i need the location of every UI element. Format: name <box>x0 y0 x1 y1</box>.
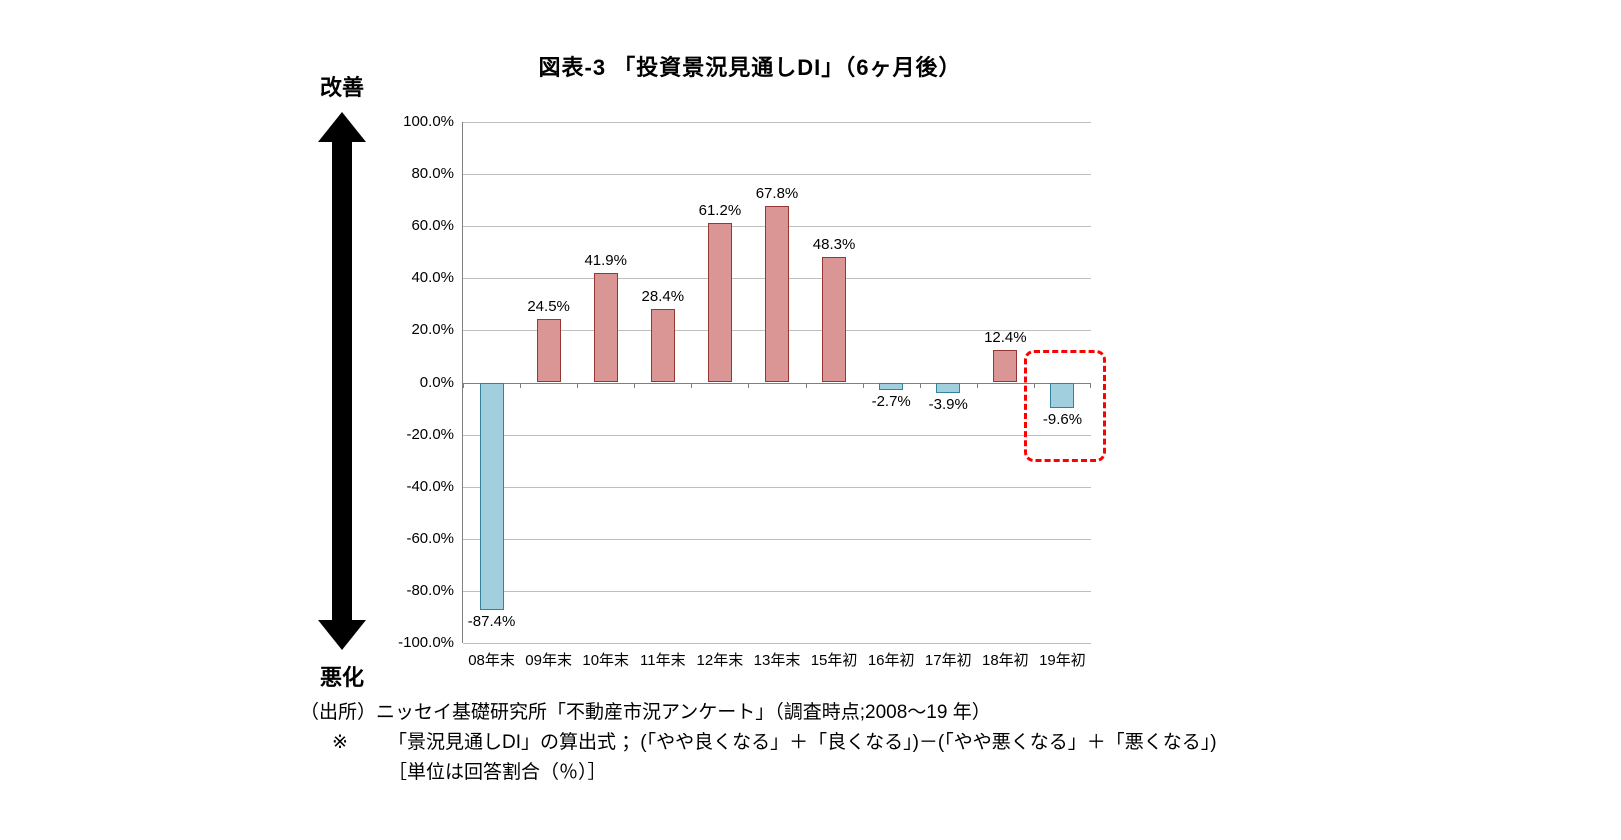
arrow-shaft <box>332 142 352 620</box>
chart-region: 100.0% 80.0% 60.0% 40.0% 20.0% 0.0% -20.0% -40.… <box>382 113 1107 669</box>
x-category-label: 18年初 <box>982 652 1029 669</box>
y-tick-label: 0.0% <box>419 373 454 391</box>
unit-note: ［単位は回答割合（％）］ <box>388 762 607 783</box>
y-tick-label: -60.0% <box>406 529 454 547</box>
bar-08年末 <box>479 382 504 611</box>
gridline <box>463 122 1091 123</box>
x-category-label: 08年末 <box>468 652 515 669</box>
y-tick-label: 40.0% <box>411 269 454 287</box>
bar-value-label: 28.4% <box>641 287 685 305</box>
x-axis-tick <box>634 382 636 388</box>
y-axis-labels: 100.0% 80.0% 60.0% 40.0% 20.0% 0.0% -20.0% -40.… <box>382 113 454 651</box>
gridline <box>463 486 1091 488</box>
x-axis-tick <box>919 382 921 388</box>
gridline <box>463 590 1091 592</box>
bar-19年初 <box>1050 382 1075 408</box>
x-category-label: 13年末 <box>753 652 801 669</box>
bar-value-label: 48.3% <box>812 235 856 253</box>
chart-title: 図表-3 「投資景況見通しDI」（6ヶ月後） <box>538 55 962 80</box>
bar-value-label: -3.9% <box>928 395 968 413</box>
formula-note: ※ 「景況見通しDI」の算出式 ；(「やや良くなる」＋「良くなる」)－(「やや悪… <box>332 728 1217 758</box>
x-axis-tick <box>976 382 978 388</box>
formula-text: 「景況見通しDI」の算出式 ；(「やや良くなる」＋「良くなる」)－(「やや悪くな… <box>388 732 1217 753</box>
x-category-label: 09年末 <box>525 652 572 669</box>
up-down-arrow-icon <box>318 112 366 650</box>
note-marker: ※ <box>332 732 348 753</box>
x-category-label: 15年初 <box>810 652 858 669</box>
bar-11年末 <box>650 308 675 383</box>
arrow-head-up <box>318 112 366 142</box>
gridline <box>463 538 1091 540</box>
x-axis-tick <box>748 382 750 388</box>
bar-10年末 <box>593 273 618 383</box>
x-axis-tick <box>520 382 522 388</box>
bar-18年初 <box>993 350 1018 383</box>
gridline <box>463 643 1091 644</box>
bar-15年初 <box>822 256 847 383</box>
highlight-box <box>1024 349 1107 462</box>
y-tick-label: -40.0% <box>406 477 454 495</box>
x-category-label: 19年初 <box>1039 652 1086 669</box>
y-tick-label: -100.0% <box>398 634 454 651</box>
x-axis-tick <box>862 382 864 388</box>
x-axis-tick <box>691 382 693 388</box>
x-category-label: 16年初 <box>867 652 915 669</box>
bar-value-label: 12.4% <box>984 329 1027 347</box>
x-category-label: 12年末 <box>696 652 744 669</box>
worsen-label: 悪化 <box>319 665 364 690</box>
bar-value-label: 61.2% <box>698 202 742 220</box>
footer-notes: （出所）ニッセイ基礎研究所「不動産市況アンケート」（調査時点;2008～19 年… <box>300 698 1217 788</box>
y-tick-label: 20.0% <box>411 321 454 339</box>
bar-09年末 <box>536 318 561 383</box>
bar-16年初 <box>879 382 904 390</box>
x-category-label: 17年初 <box>924 652 972 669</box>
x-axis-tick <box>463 382 464 388</box>
gridline <box>463 434 1091 436</box>
bar-value-label: 67.8% <box>755 184 799 202</box>
bar-value-label: -2.7% <box>871 392 911 410</box>
improve-label: 改善 <box>319 75 364 100</box>
arrow-head-down <box>318 620 366 650</box>
x-axis-tick <box>805 382 807 388</box>
y-tick-label: -80.0% <box>406 581 454 599</box>
y-tick-label: 60.0% <box>411 217 454 235</box>
x-axis-tick <box>577 382 579 388</box>
x-axis-tick <box>1033 382 1035 388</box>
source-note: （出所）ニッセイ基礎研究所「不動産市況アンケート」（調査時点;2008～19 年… <box>300 702 991 723</box>
bar-value-label: -9.6% <box>1042 410 1083 428</box>
bar-17年初 <box>936 382 961 393</box>
x-axis-line <box>463 382 1091 384</box>
bar-12年末 <box>707 223 732 383</box>
gridline <box>463 174 1091 176</box>
plot-area: -87.4% 08年末 24.5% 09年末 41.9% 10年末 28.4% 11年末 61.… <box>462 122 1107 669</box>
x-category-label: 10年末 <box>582 652 630 669</box>
y-tick-label: -20.0% <box>406 425 454 443</box>
y-tick-label: 80.0% <box>411 165 454 183</box>
bar-value-label: -87.4% <box>467 613 516 631</box>
x-axis-tick <box>1090 382 1091 388</box>
y-tick-label: 100.0% <box>403 113 454 130</box>
bar-value-label: 41.9% <box>584 252 627 270</box>
bar-value-label: 24.5% <box>527 297 570 315</box>
bar-13年末 <box>765 205 789 383</box>
x-category-label: 11年末 <box>640 652 686 669</box>
